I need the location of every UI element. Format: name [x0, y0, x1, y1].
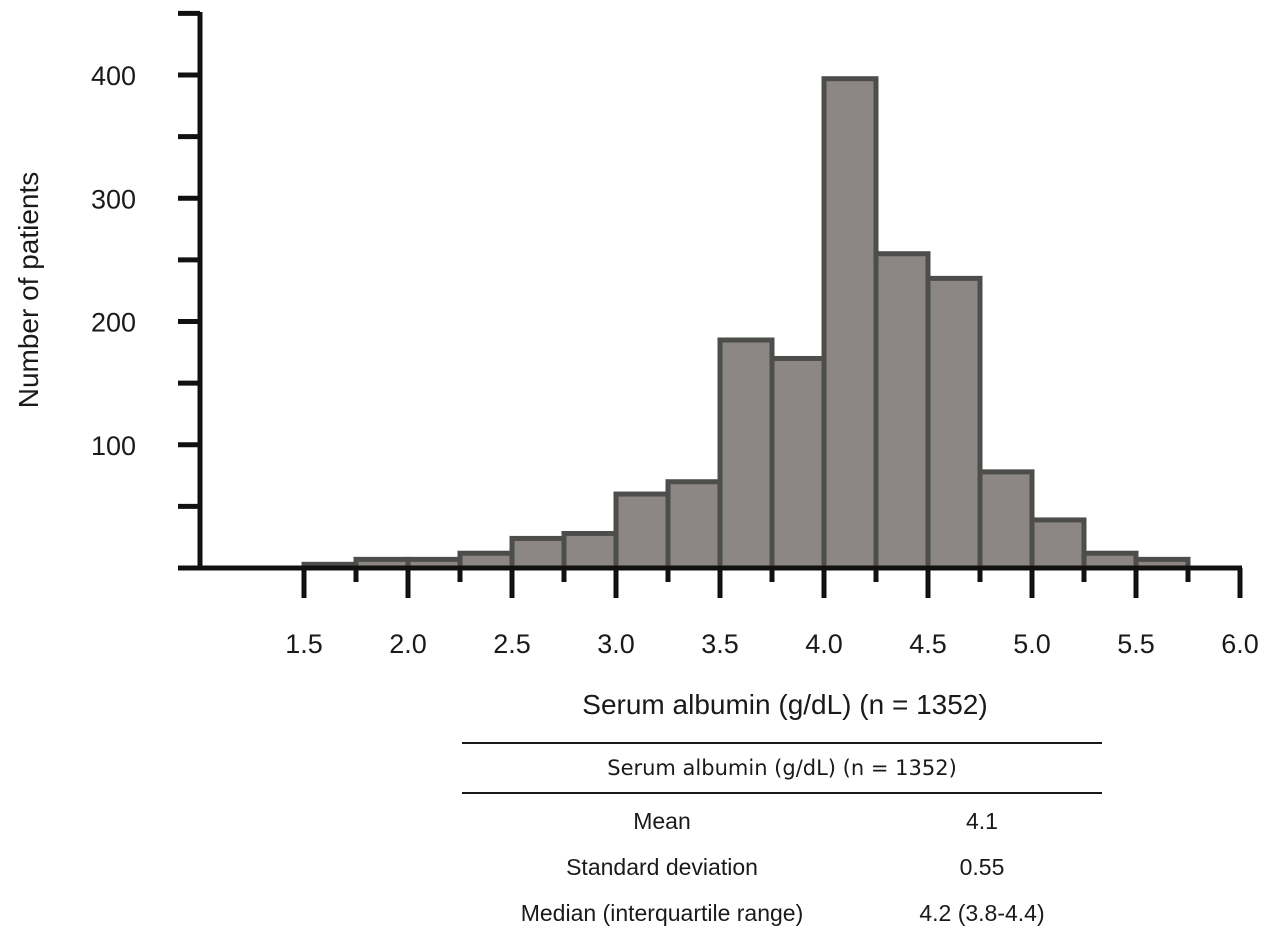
- histogram-bar-6: [613, 491, 671, 571]
- histogram-bar-7: [665, 479, 723, 571]
- histogram-bar-9: [769, 355, 827, 571]
- histogram-bar-10: [821, 76, 879, 571]
- table-row-mean: Mean 4.1: [462, 798, 1102, 844]
- x-tick-label: 3.0: [597, 629, 635, 659]
- histogram-bar-12: [925, 275, 983, 571]
- x-tick-label: 4.5: [909, 629, 947, 659]
- x-tick-label: 5.5: [1117, 629, 1155, 659]
- y-tick-label: 400: [91, 61, 136, 91]
- bars-group: [301, 76, 1191, 571]
- row-value: 4.2 (3.8-4.4): [919, 900, 1045, 926]
- histogram-bar-14: [1029, 517, 1087, 571]
- tick-labels-group: 1.5 2.0 2.5 3.0 3.5 4.0 4.5 5.0 5.5 6.0 100 200 300 4…: [91, 61, 1259, 659]
- x-tick-label: 3.5: [701, 629, 739, 659]
- row-label: Standard deviation: [566, 854, 758, 880]
- axes-group: [178, 10, 1243, 598]
- table-row-median: Median (interquartile range) 4.2 (3.8-4.…: [462, 890, 1102, 936]
- x-tick-label: 5.0: [1013, 629, 1051, 659]
- x-tick-label: 2.5: [493, 629, 531, 659]
- row-value: 0.55: [959, 854, 1005, 880]
- histogram-chart: 1.5 2.0 2.5 3.0 3.5 4.0 4.5 5.0 5.5 6.0 100 200 300 4…: [13, 10, 1259, 720]
- x-tick-label: 2.0: [389, 629, 427, 659]
- x-axis-title: Serum albumin (g/dL) (n = 1352): [582, 689, 987, 720]
- table-row-standard-deviation: Standard deviation 0.55: [462, 844, 1102, 890]
- row-value: 4.1: [966, 808, 998, 834]
- y-tick-label: 200: [91, 308, 136, 338]
- y-axis-title: Number of patients: [13, 172, 44, 409]
- histogram-bar-8: [717, 337, 775, 571]
- histogram-bar-5: [561, 530, 619, 571]
- histogram-bar-13: [977, 469, 1035, 571]
- histogram-bar-11: [873, 251, 931, 571]
- row-label: Mean: [633, 808, 691, 834]
- summary-statistics-table: Serum albumin (g/dL) (n = 1352) Mean 4.1…: [462, 742, 1102, 936]
- y-tick-label: 300: [91, 184, 136, 214]
- x-tick-label: 1.5: [285, 629, 323, 659]
- table-top-rule: [462, 742, 1102, 744]
- x-tick-label: 4.0: [805, 629, 843, 659]
- x-tick-label: 6.0: [1221, 629, 1259, 659]
- histogram-bar-4: [509, 535, 567, 571]
- table-header-rule: [462, 792, 1102, 794]
- row-label: Median (interquartile range): [520, 900, 804, 926]
- table-header: Serum albumin (g/dL) (n = 1352): [607, 756, 957, 780]
- y-tick-label: 100: [91, 431, 136, 461]
